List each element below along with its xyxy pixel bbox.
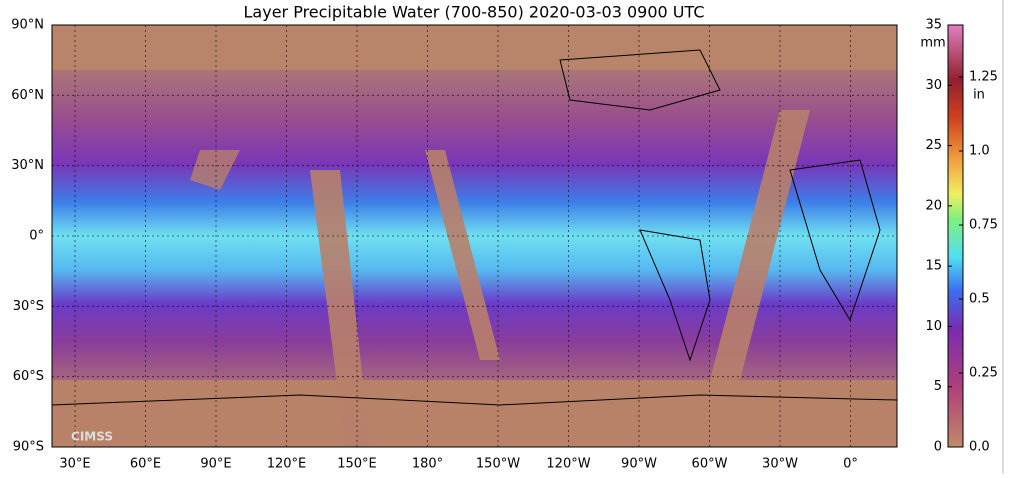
in-unit: in <box>973 88 985 103</box>
lon-label: 120°W <box>546 457 590 472</box>
in-tick-label: 0.75 <box>969 218 998 233</box>
lon-label: 90°W <box>621 457 657 472</box>
lon-label: 150°W <box>476 457 520 472</box>
mm-tick-label: 30 <box>925 78 942 93</box>
lon-label: 180° <box>412 457 443 472</box>
lon-label: 30°W <box>762 457 798 472</box>
mm-tick-label: 25 <box>925 138 942 153</box>
lon-label: 60°W <box>692 457 728 472</box>
lat-label: 60°N <box>11 88 44 103</box>
lat-label: 60°S <box>13 369 44 384</box>
lat-label: 30°S <box>13 299 44 314</box>
graticule <box>52 25 897 447</box>
mm-tick-label: 5 <box>934 379 942 394</box>
lat-label: 0° <box>29 229 44 244</box>
in-tick-label: 0.5 <box>969 292 990 307</box>
logo: CIMSS <box>71 430 113 444</box>
in-tick-label: 1.0 <box>969 144 990 159</box>
colorbar <box>947 24 964 448</box>
lon-label: 0° <box>843 457 858 472</box>
mm-tick-label: 35 <box>925 18 942 33</box>
in-tick-label: 0.0 <box>969 440 990 455</box>
title: Layer Precipitable Water (700-850) 2020-… <box>244 3 705 22</box>
lon-label: 90°E <box>200 457 231 472</box>
lat-label: 90°N <box>11 18 44 33</box>
mm-tick-label: 10 <box>925 319 942 334</box>
mm-tick-label: 15 <box>925 259 942 274</box>
lat-label: 90°S <box>13 440 44 455</box>
mm-tick-label: 20 <box>925 198 942 213</box>
lon-label: 150°E <box>337 457 377 472</box>
mm-tick-label: 0 <box>934 440 942 455</box>
in-tick-label: 1.25 <box>969 70 998 85</box>
in-tick-label: 0.25 <box>969 366 998 381</box>
lon-label: 30°E <box>59 457 90 472</box>
lon-label: 120°E <box>267 457 307 472</box>
lat-label: 30°N <box>11 158 44 173</box>
lon-label: 60°E <box>130 457 161 472</box>
mm-unit: mm <box>920 36 945 51</box>
